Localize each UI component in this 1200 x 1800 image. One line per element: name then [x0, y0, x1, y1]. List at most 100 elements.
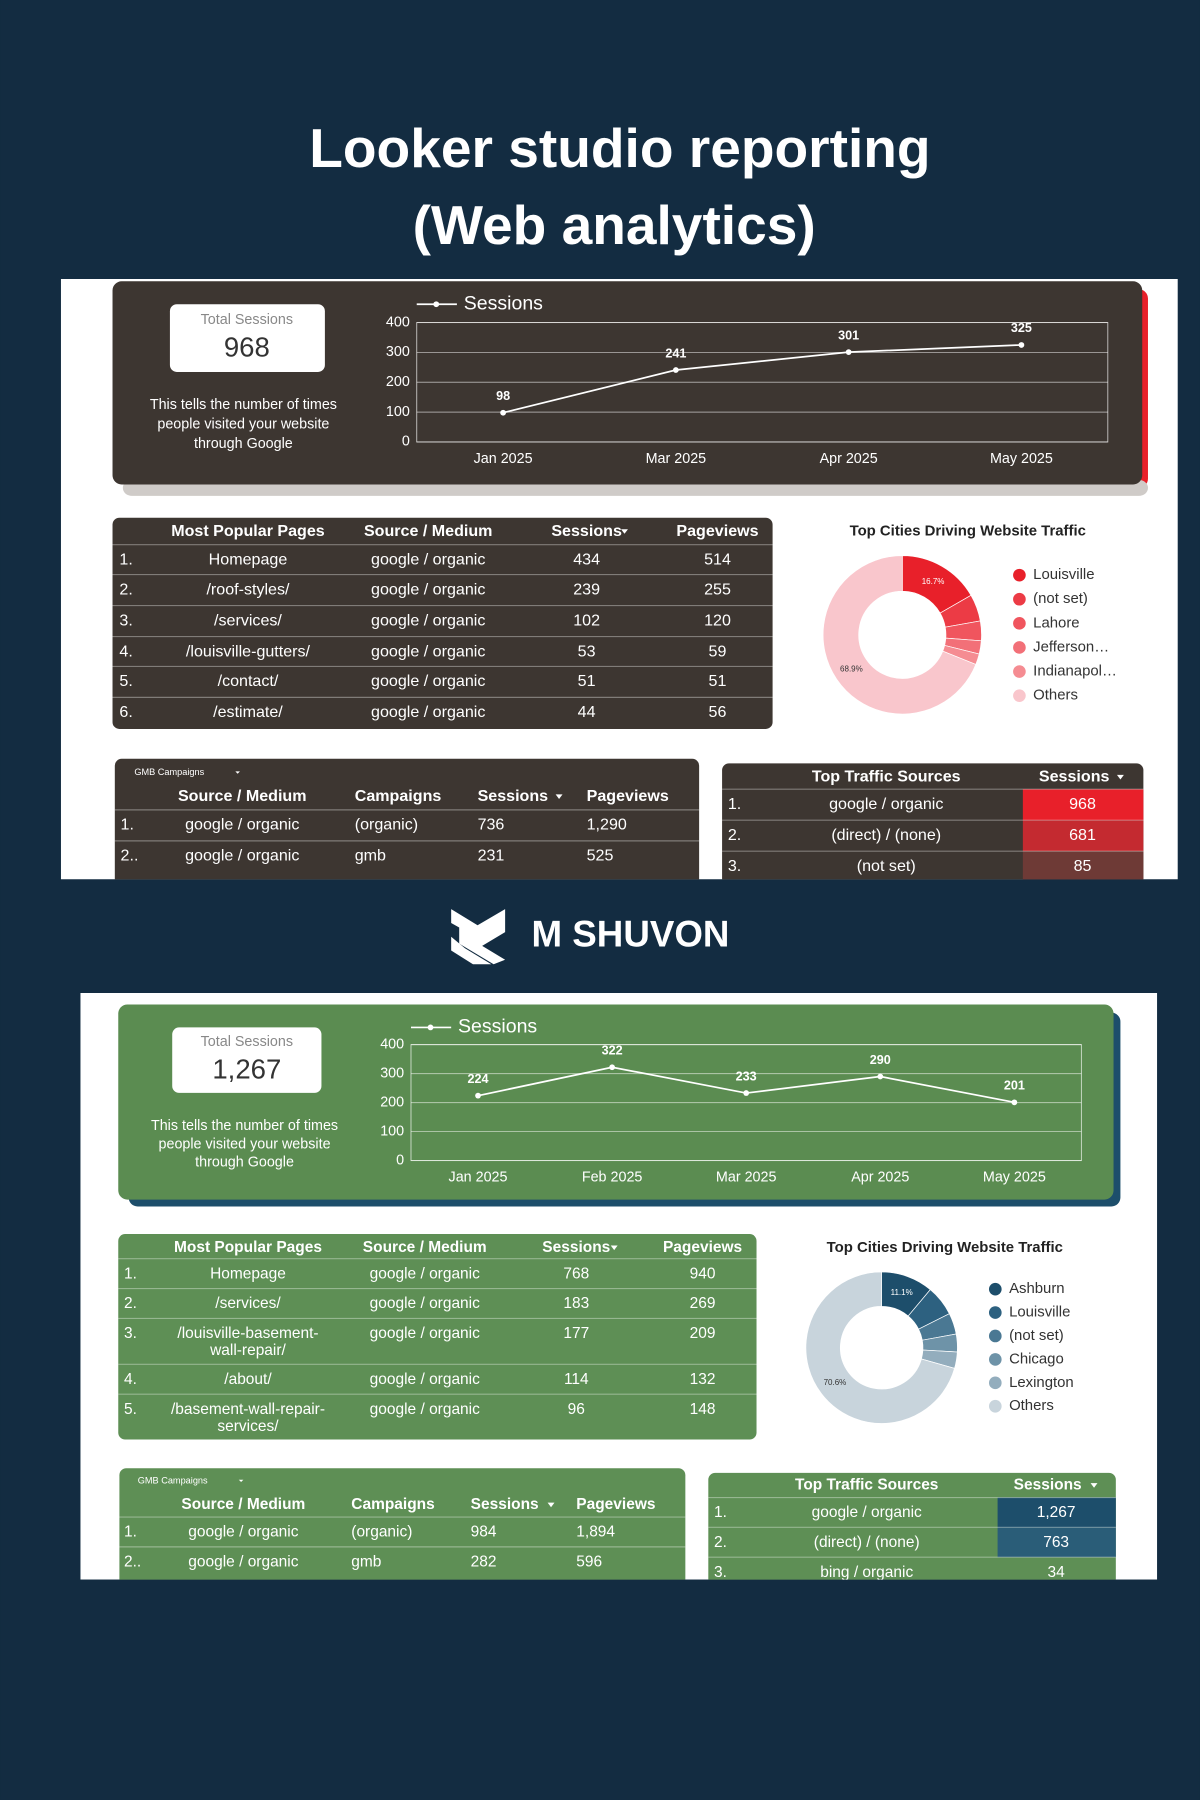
- y-tick-label: 0: [396, 1152, 404, 1168]
- kpi-box: [172, 1027, 322, 1093]
- table-cell: 768: [563, 1265, 589, 1282]
- legend-dot: [1013, 665, 1026, 678]
- dashboard: Total Sessions 1,267 This tells the number…: [80, 992, 1158, 1580]
- slice-label: 16.7%: [922, 577, 945, 586]
- kpi-box: [169, 304, 325, 372]
- table-cell: 5.: [124, 1401, 137, 1418]
- x-tick-label: Mar 2025: [716, 1170, 777, 1186]
- table-cell: google / organic: [185, 816, 299, 834]
- table-cell: 525: [587, 847, 614, 865]
- data-label: 98: [496, 389, 510, 403]
- value-cell: [1022, 820, 1144, 852]
- kpi-note: people visited your website: [159, 1136, 331, 1152]
- point: [1018, 342, 1025, 348]
- data-label: 233: [736, 1069, 757, 1083]
- table-header: Sessions: [1014, 1477, 1082, 1494]
- legend-label: Lexington: [1009, 1374, 1074, 1391]
- table-cell: 132: [690, 1371, 716, 1388]
- table-cell: (direct) / (none): [831, 826, 941, 844]
- y-tick-label: 300: [380, 1065, 404, 1081]
- x-tick-label: Mar 2025: [646, 451, 707, 467]
- y-tick-label: 400: [380, 1036, 404, 1052]
- table-cell: 3.: [119, 611, 132, 629]
- table-cell: /services/: [215, 1295, 281, 1312]
- table-cell: google / organic: [829, 795, 943, 813]
- point: [673, 367, 679, 373]
- table-cell: (not set): [857, 857, 916, 875]
- donut-slice: [805, 1271, 955, 1424]
- table-cell: gmb: [355, 847, 386, 865]
- legend-label: (not set): [1009, 1327, 1064, 1344]
- table-header: Pageviews: [587, 787, 669, 805]
- legend-dot: [1013, 617, 1026, 630]
- table-cell: google / organic: [370, 1295, 480, 1312]
- legend-label: Others: [1009, 1397, 1054, 1414]
- table-cell: 51: [709, 672, 727, 690]
- kpi-value: 1,267: [212, 1053, 281, 1084]
- table-cell: 177: [563, 1325, 589, 1342]
- y-tick-label: 200: [380, 1094, 404, 1110]
- legend-label: Sessions: [464, 292, 543, 314]
- table-cell: /estimate/: [213, 703, 283, 721]
- table-cell: (organic): [351, 1524, 412, 1541]
- table-cell: 120: [704, 611, 731, 629]
- table-cell: 282: [471, 1553, 497, 1570]
- donut-slice: [822, 555, 977, 715]
- table-cell: 514: [704, 550, 731, 568]
- kpi-note: This tells the number of times: [151, 1118, 338, 1134]
- value-cell: [997, 1527, 1116, 1558]
- table-cell: google / organic: [371, 611, 485, 629]
- table-cell: 231: [478, 847, 505, 865]
- table-cell: gmb: [351, 1553, 381, 1570]
- table-cell: google / organic: [371, 580, 485, 598]
- legend-dot: [988, 1353, 1002, 1366]
- table-cell: google / organic: [370, 1401, 480, 1418]
- table-cell: 44: [578, 703, 596, 721]
- table-cell: 2.: [124, 1295, 137, 1312]
- table-header: Pageviews: [663, 1239, 742, 1256]
- table-cell: 148: [690, 1401, 716, 1418]
- legend-dot: [1013, 592, 1026, 606]
- table-cell: 4.: [124, 1371, 137, 1388]
- table-cell: 183: [563, 1295, 589, 1312]
- table-cell: 53: [578, 642, 596, 660]
- value-cell: [1022, 851, 1144, 880]
- legend-label: (not set): [1033, 590, 1088, 607]
- legend-dot: [1013, 689, 1026, 702]
- table-cell: 209: [690, 1325, 716, 1342]
- legend-label: Chicago: [1009, 1350, 1064, 1367]
- table-box: [112, 517, 773, 729]
- table-cell: 763: [1043, 1534, 1069, 1551]
- legend-dot: [988, 1329, 1002, 1343]
- point: [500, 409, 506, 416]
- table-cell: wall-repair/: [209, 1342, 286, 1359]
- table-cell: 1,290: [587, 816, 627, 834]
- table-cell: Homepage: [209, 550, 288, 568]
- legend-dot: [1013, 568, 1026, 582]
- x-tick-label: May 2025: [983, 1170, 1046, 1186]
- table-cell: 1.: [121, 816, 134, 834]
- table-cell: 1,894: [576, 1524, 615, 1541]
- gmb-label: GMB Campaigns: [134, 767, 204, 777]
- table-cell: services/: [217, 1418, 279, 1435]
- value-cell: [1022, 789, 1144, 821]
- table-cell: (organic): [355, 816, 418, 834]
- table-cell: google / organic: [371, 642, 485, 660]
- slice-label: 70.6%: [824, 1378, 847, 1387]
- x-tick-label: Apr 2025: [820, 451, 878, 467]
- point: [1011, 1099, 1018, 1106]
- legend-label: Louisville: [1033, 566, 1094, 583]
- table-header: Source / Medium: [363, 1239, 487, 1256]
- dropdown-icon: [238, 1479, 244, 1483]
- y-tick-label: 300: [386, 344, 410, 360]
- table-cell: 940: [690, 1265, 716, 1282]
- table-cell: 255: [704, 580, 731, 598]
- table-cell: 4.: [119, 642, 132, 660]
- table-cell: 1.: [124, 1524, 137, 1541]
- y-tick-label: 200: [386, 374, 410, 390]
- kpi-note: through Google: [194, 436, 293, 452]
- legend-dot: [988, 1399, 1002, 1413]
- table-cell: 1.: [119, 550, 132, 568]
- table-cell: 239: [573, 580, 600, 598]
- table-cell: 6.: [119, 703, 132, 721]
